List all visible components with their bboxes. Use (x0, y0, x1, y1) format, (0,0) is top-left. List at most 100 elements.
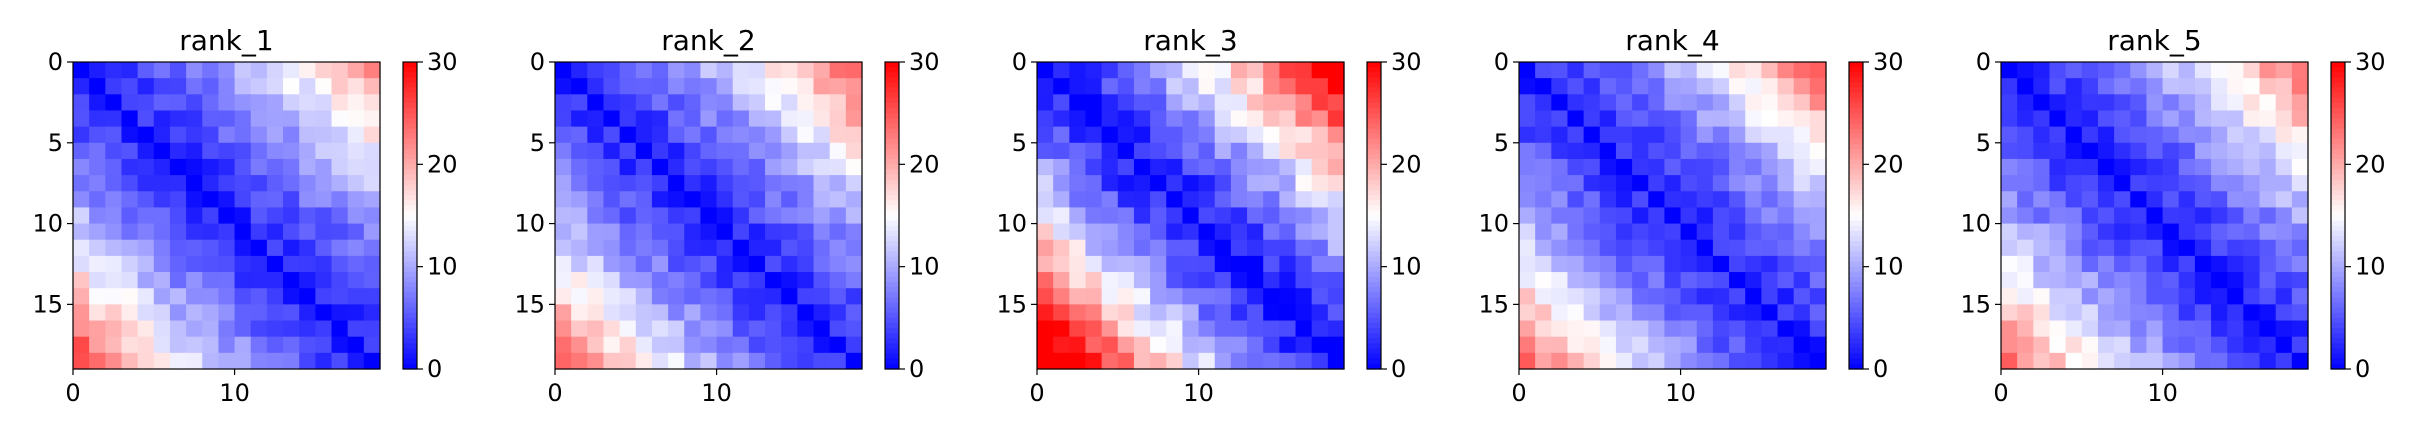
heatmap-cell (603, 110, 621, 128)
colorbar-segment (403, 205, 417, 211)
heatmap-cell (2162, 142, 2180, 160)
heatmap-cell (153, 191, 171, 209)
heatmap-cell (1166, 352, 1184, 370)
heatmap-cell (765, 304, 782, 322)
heatmap-cell (2065, 78, 2083, 95)
heatmap-cell (2065, 320, 2083, 338)
heatmap-cell (1648, 288, 1666, 305)
heatmap-cell (250, 207, 268, 225)
heatmap-cell (1519, 320, 1536, 338)
heatmap-cell (315, 126, 333, 144)
heatmap-cell (813, 304, 831, 322)
heatmap-cell (73, 191, 90, 209)
heatmap-cell (2097, 320, 2115, 338)
heatmap-cell (1311, 272, 1329, 289)
heatmap-cell (266, 142, 284, 160)
colorbar-tick-label: 30 (2355, 48, 2386, 76)
heatmap-cell (2243, 191, 2261, 209)
heatmap-cell (1214, 158, 1232, 176)
heatmap-cell (2243, 207, 2261, 225)
colorbar-segment (1849, 123, 1863, 130)
heatmap-cell (2130, 78, 2148, 95)
heatmap-cell (765, 336, 782, 354)
heatmap-cell (2097, 62, 2115, 79)
heatmap-cell (89, 304, 106, 322)
heatmap-cell (315, 239, 333, 257)
heatmap-cell (2146, 272, 2164, 289)
colorbar-segment (2331, 363, 2345, 370)
heatmap-cell (1150, 142, 1167, 160)
heatmap-cell (700, 320, 718, 338)
heatmap-cell (1567, 336, 1585, 354)
heatmap-cell (283, 352, 300, 370)
heatmap-cell (2049, 272, 2067, 289)
heatmap-cell (1519, 288, 1536, 305)
heatmap-cell (1069, 110, 1087, 128)
heatmap-cell (797, 175, 815, 192)
heatmap-cell (2291, 78, 2309, 95)
heatmap-cell (1729, 62, 1746, 79)
heatmap-cell (732, 110, 750, 128)
colorbar-segment (403, 77, 417, 84)
heatmap-cell (2017, 272, 2034, 289)
heatmap-cell (1567, 78, 1585, 95)
heatmap-cell (202, 207, 220, 225)
heatmap-cell (1519, 352, 1536, 370)
heatmap-cell (732, 94, 750, 112)
heatmap-cell (89, 191, 106, 209)
heatmap-cell (587, 158, 605, 176)
heatmap-cell (668, 126, 685, 144)
heatmap-cell (603, 223, 621, 241)
colorbar-segment (885, 328, 899, 334)
heatmap-cell (1745, 158, 1762, 176)
heatmap-cell (1519, 158, 1536, 176)
heatmap-cell (1327, 336, 1345, 354)
heatmap-cell (1777, 142, 1795, 160)
heatmap-cell (1198, 288, 1216, 305)
heatmap-cell (781, 320, 798, 338)
colorbar-segment (1367, 353, 1381, 360)
heatmap-cell (2033, 272, 2051, 289)
heatmap-cell (1648, 223, 1666, 241)
heatmap-cell (1696, 223, 1714, 241)
heatmap-cell (1117, 288, 1135, 305)
heatmap-cell (732, 255, 750, 273)
heatmap-cell (266, 320, 284, 338)
heatmap-cell (571, 255, 588, 273)
heatmap-cell (2097, 336, 2115, 354)
heatmap-cell (283, 223, 300, 241)
heatmap-cell (1117, 352, 1135, 370)
heatmap-cell (1535, 158, 1552, 176)
heatmap-cell (1615, 320, 1633, 338)
heatmap-cell (619, 304, 637, 322)
heatmap-cell (105, 78, 123, 95)
colorbar-segment (1367, 225, 1381, 232)
heatmap-cell (1777, 175, 1795, 192)
heatmap-cell (2211, 320, 2228, 338)
heatmap-cell (651, 158, 669, 176)
heatmap-cell (186, 142, 203, 160)
heatmap-cell (748, 191, 766, 209)
colorbar-segment (403, 113, 417, 119)
heatmap-cell (732, 175, 750, 192)
heatmap-cell (1696, 158, 1714, 176)
heatmap-cell (829, 223, 847, 241)
heatmap-cell (266, 352, 284, 370)
heatmap-cell (299, 191, 316, 209)
heatmap-cell (1599, 191, 1617, 209)
heatmap-cell (2178, 352, 2196, 370)
heatmap-cell (315, 158, 333, 176)
heatmap-cell (1583, 142, 1601, 160)
heatmap-cell (1327, 304, 1345, 322)
heatmap-cell (202, 255, 220, 273)
heatmap-cell (2194, 288, 2212, 305)
colorbar-segment (2331, 348, 2345, 355)
heatmap-cell (2275, 223, 2293, 241)
colorbar-segment (1367, 363, 1381, 370)
heatmap-cell (587, 352, 605, 370)
heatmap-cell (283, 78, 300, 95)
colorbar-segment (885, 143, 899, 150)
heatmap-cell (1182, 288, 1200, 305)
heatmap-cell (153, 110, 171, 128)
heatmap-cell (1599, 175, 1617, 192)
